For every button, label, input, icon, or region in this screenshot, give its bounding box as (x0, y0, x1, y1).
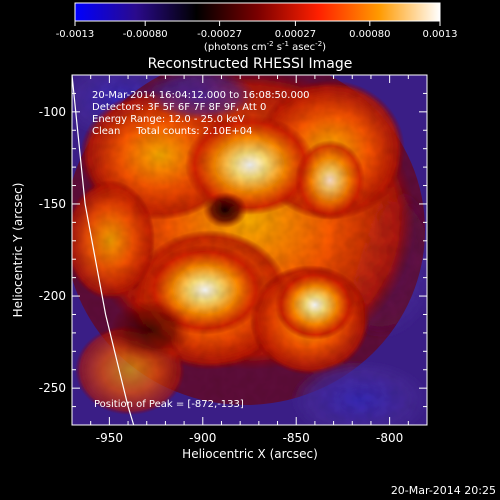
info-line-clean: Clean Total counts: 2.10E+04 (92, 126, 252, 137)
colorbar-tick-label: -0.00027 (197, 29, 242, 40)
colorbar-gradient (74, 2, 441, 22)
x-axis-ticks: -950 -900 -850 -800 (90, 75, 428, 445)
x-tick-label: -950 (96, 431, 123, 445)
x-axis-label: Heliocentric X (arcsec) (182, 447, 318, 461)
colorbar-units: (photons cm-2 s-1 asec-2) (204, 40, 326, 53)
colorbar-tick-label: -0.0013 (56, 29, 95, 40)
x-tick-label: -850 (283, 431, 310, 445)
colorbar-tick-label: -0.00080 (123, 29, 168, 40)
plot-frame (71, 74, 428, 426)
x-tick-label: -800 (376, 431, 403, 445)
footer-timestamp: 20-Mar-2014 20:25 (391, 484, 496, 497)
chart-title: Reconstructed RHESSI Image (148, 56, 353, 72)
y-tick-label: -200 (39, 289, 66, 303)
colorbar-ticks: -0.0013 -0.00080 -0.00027 0.00027 0.00080 0.0… (56, 21, 458, 40)
y-axis-label: Heliocentric Y (arcsec) (11, 183, 25, 318)
info-line-energy: Energy Range: 12.0 - 25.0 keV (92, 114, 245, 125)
info-line-detectors: Detectors: 3F 5F 6F 7F 8F 9F, Att 0 (92, 102, 266, 113)
peak-position-label: Position of Peak = [-872,-133] (94, 399, 244, 410)
info-line-time: 20-Mar-2014 16:04:12.000 to 16:08:50.000 (92, 90, 310, 101)
x-tick-label: -900 (189, 431, 216, 445)
y-tick-label: -150 (39, 197, 66, 211)
solar-limb-curve (72, 75, 135, 425)
heatmap-image (72, 75, 427, 425)
y-tick-label: -100 (39, 105, 66, 119)
colorbar-tick-label: 0.00080 (349, 29, 390, 40)
colorbar-tick-label: 0.00027 (275, 29, 316, 40)
y-axis-ticks: -100 -150 -200 -250 (39, 74, 427, 426)
colorbar-tick-label: 0.0013 (423, 29, 458, 40)
y-tick-label: -250 (39, 381, 66, 395)
observation-info: 20-Mar-2014 16:04:12.000 to 16:08:50.000… (92, 90, 310, 137)
colorbar: -0.0013 -0.00080 -0.00027 0.00027 0.00080 0.0… (56, 2, 458, 53)
